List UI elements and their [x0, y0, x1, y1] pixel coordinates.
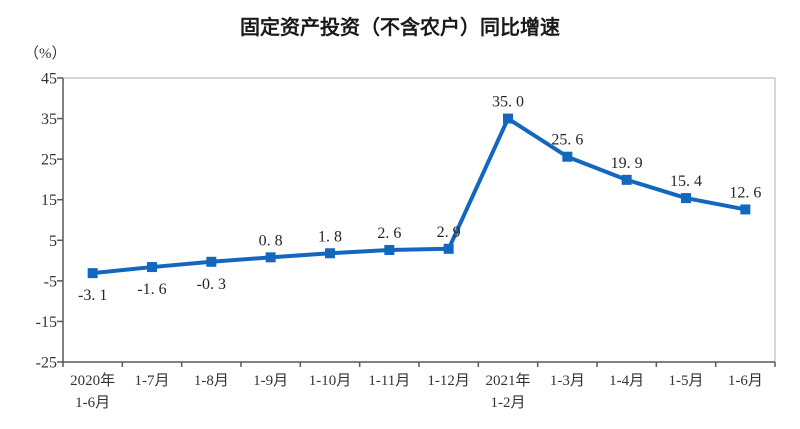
trend-line	[90, 116, 748, 276]
data-point-marker	[503, 113, 513, 124]
data-point-label: 25. 6	[551, 132, 583, 149]
data-point-label: -1. 6	[137, 281, 166, 298]
x-axis-tick-label: 1-3月	[550, 373, 585, 389]
x-axis-tick-label: 1-6月	[728, 373, 763, 389]
x-axis-tick-label: 1-11月	[368, 373, 410, 389]
x-axis-tick-label: 1-4月	[609, 373, 644, 389]
x-axis-tick-label: 1-8月	[194, 373, 229, 389]
data-point-label: 0. 8	[259, 232, 283, 249]
data-point-label: 35. 0	[492, 94, 524, 111]
plot-area: 45 35 25 15 5 -5 -15 -25 2020年 1-6月 1-7月 1-8月 1-9月 1-…	[36, 71, 776, 411]
y-axis-tick-label: 5	[49, 233, 57, 250]
x-axis-tick-label: 2021年	[485, 372, 530, 389]
x-axis-tick-label: 1-2月	[491, 395, 526, 411]
x-axis-tick-label: 1-5月	[669, 373, 704, 389]
data-point-label: 2. 6	[377, 225, 401, 242]
data-point-marker	[87, 268, 98, 279]
x-axis-tick-label: 1-9月	[253, 373, 288, 389]
data-point-marker	[325, 248, 335, 259]
y-axis-tick-label: -25	[36, 355, 57, 372]
chart-title: 固定资产投资（不含农户）同比增速	[240, 15, 560, 39]
data-point-label: 15. 4	[670, 173, 702, 190]
data-point-label: 12. 6	[729, 184, 761, 201]
data-point-label: -0. 3	[197, 276, 226, 293]
data-point-label: 1. 8	[318, 228, 342, 245]
data-point-label: 2. 9	[437, 224, 461, 241]
data-point-marker	[147, 262, 157, 273]
data-point-marker	[265, 252, 276, 263]
data-point-marker	[621, 174, 632, 185]
y-axis-tick-label: 25	[41, 152, 57, 169]
data-point-marker	[206, 256, 217, 267]
y-axis-tick-label: 45	[41, 71, 57, 88]
data-point-label: -3. 1	[78, 287, 107, 304]
y-axis-tick-label: -15	[36, 314, 57, 331]
data-point-marker	[681, 193, 691, 204]
data-point-marker	[562, 151, 573, 162]
y-axis-tick-label: 15	[41, 192, 57, 209]
x-axis-tick-label: 1-6月	[75, 395, 110, 411]
x-axis-tick-label: 1-7月	[135, 373, 170, 389]
y-axis-unit-label: （%）	[24, 45, 67, 62]
data-point-label: 19. 9	[611, 155, 643, 172]
data-point-marker	[740, 204, 751, 215]
x-axis-tick-label: 1-12月	[427, 373, 470, 389]
y-axis-tick-label: -5	[44, 273, 57, 290]
x-axis-tick-label: 2020年	[70, 372, 115, 389]
data-point-marker	[384, 245, 395, 256]
x-axis-tick-label: 1-10月	[309, 373, 352, 389]
y-axis-tick-label: 35	[41, 111, 57, 128]
data-point-marker	[443, 243, 454, 254]
